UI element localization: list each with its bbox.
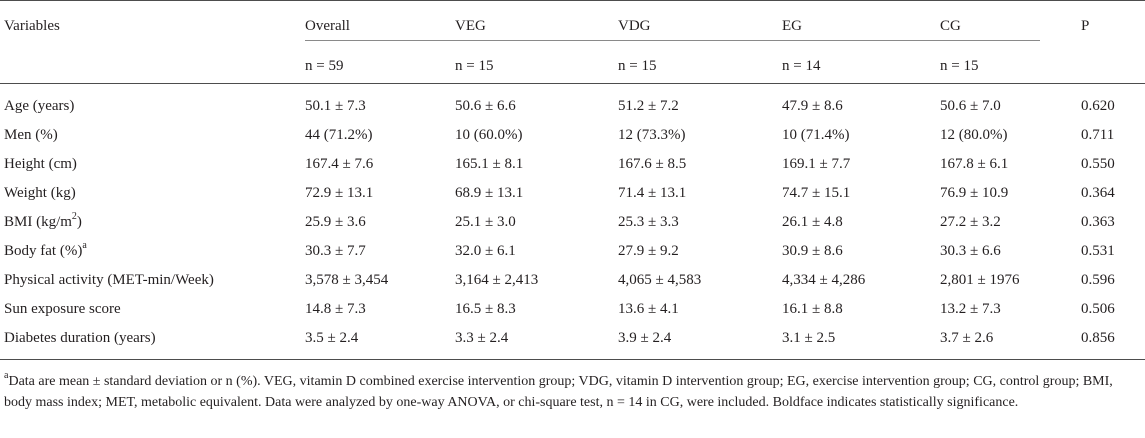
cell-value: 167.4 ± 7.6 (305, 156, 374, 172)
cell-value: 167.6 ± 8.5 (618, 156, 687, 172)
table-top-rule (0, 0, 1145, 1)
cell-value: 50.6 ± 6.6 (455, 98, 516, 114)
header-cg: CG (940, 18, 961, 34)
cell-value: 13.6 ± 4.1 (618, 301, 679, 317)
cell-value: 27.9 ± 9.2 (618, 243, 679, 259)
cell-p-value: 0.531 (1081, 243, 1115, 259)
cell-value: 25.1 ± 3.0 (455, 214, 516, 230)
row-label: Diabetes duration (years) (4, 330, 156, 346)
cell-value: 32.0 ± 6.1 (455, 243, 516, 259)
cell-p-value: 0.363 (1081, 214, 1115, 230)
header-p: P (1081, 18, 1090, 34)
n-overall: n = 59 (305, 58, 344, 74)
cell-p-value: 0.856 (1081, 330, 1115, 346)
header-vdg: VDG (618, 18, 651, 34)
cell-value: 3.1 ± 2.5 (782, 330, 836, 346)
row-label-text: BMI (kg/m (4, 214, 72, 230)
row-label: BMI (kg/m2) (4, 211, 82, 231)
header-variables: Variables (4, 18, 60, 34)
cell-value: 30.9 ± 8.6 (782, 243, 843, 259)
cell-value: 3,164 ± 2,413 (455, 272, 539, 288)
cell-value: 14.8 ± 7.3 (305, 301, 366, 317)
cell-p-value: 0.711 (1081, 127, 1115, 143)
n-cg: n = 15 (940, 58, 979, 74)
row-label: Body fat (%)a (4, 240, 87, 260)
cell-p-value: 0.620 (1081, 98, 1115, 114)
header-bottom-rule (0, 83, 1145, 84)
cell-value: 165.1 ± 8.1 (455, 156, 524, 172)
cell-value: 25.3 ± 3.3 (618, 214, 679, 230)
cell-value: 72.9 ± 13.1 (305, 185, 374, 201)
cell-value: 44 (71.2%) (305, 127, 373, 143)
group-header-rule (305, 40, 1040, 41)
cell-value: 2,801 ± 1976 (940, 272, 1020, 288)
row-label-text: Body fat (%) (4, 243, 83, 259)
cell-value: 4,065 ± 4,583 (618, 272, 702, 288)
cell-value: 12 (80.0%) (940, 127, 1008, 143)
cell-value: 3.7 ± 2.6 (940, 330, 994, 346)
cell-value: 68.9 ± 13.1 (455, 185, 524, 201)
cell-value: 167.8 ± 6.1 (940, 156, 1009, 172)
row-label: Physical activity (MET-min/Week) (4, 272, 214, 288)
cell-value: 30.3 ± 6.6 (940, 243, 1001, 259)
header-overall: Overall (305, 18, 350, 34)
n-vdg: n = 15 (618, 58, 657, 74)
cell-value: 51.2 ± 7.2 (618, 98, 679, 114)
row-label: Height (cm) (4, 156, 77, 172)
cell-p-value: 0.596 (1081, 272, 1115, 288)
n-veg: n = 15 (455, 58, 494, 74)
table-bottom-rule (0, 359, 1145, 360)
cell-value: 10 (60.0%) (455, 127, 523, 143)
row-label: Age (years) (4, 98, 75, 114)
cell-value: 26.1 ± 4.8 (782, 214, 843, 230)
cell-value: 47.9 ± 8.6 (782, 98, 843, 114)
n-eg: n = 14 (782, 58, 821, 74)
cell-p-value: 0.506 (1081, 301, 1115, 317)
cell-value: 12 (73.3%) (618, 127, 686, 143)
cell-value: 16.1 ± 8.8 (782, 301, 843, 317)
row-label: Weight (kg) (4, 185, 76, 201)
row-label-superscript: 2 (71, 211, 77, 222)
cell-p-value: 0.550 (1081, 156, 1115, 172)
cell-value: 3.9 ± 2.4 (618, 330, 672, 346)
footnote-marker: a (4, 370, 9, 382)
row-label-tail: ) (76, 214, 82, 230)
cell-value: 10 (71.4%) (782, 127, 850, 143)
cell-value: 50.6 ± 7.0 (940, 98, 1001, 114)
cell-value: 71.4 ± 13.1 (618, 185, 687, 201)
cell-value: 25.9 ± 3.6 (305, 214, 366, 230)
table-footnote: aData are mean ± standard deviation or n… (4, 371, 1139, 413)
header-veg: VEG (455, 18, 486, 34)
cell-value: 4,334 ± 4,286 (782, 272, 866, 288)
row-label: Sun exposure score (4, 301, 121, 317)
cell-value: 13.2 ± 7.3 (940, 301, 1001, 317)
cell-value: 50.1 ± 7.3 (305, 98, 366, 114)
cell-value: 76.9 ± 10.9 (940, 185, 1009, 201)
footnote-marker: a (82, 240, 87, 251)
cell-value: 16.5 ± 8.3 (455, 301, 516, 317)
cell-value: 3,578 ± 3,454 (305, 272, 389, 288)
cell-p-value: 0.364 (1081, 185, 1115, 201)
cell-value: 74.7 ± 15.1 (782, 185, 851, 201)
cell-value: 27.2 ± 3.2 (940, 214, 1001, 230)
cell-value: 30.3 ± 7.7 (305, 243, 366, 259)
cell-value: 3.3 ± 2.4 (455, 330, 509, 346)
footnote-text: Data are mean ± standard deviation or n … (4, 374, 1113, 410)
cell-value: 3.5 ± 2.4 (305, 330, 359, 346)
cell-value: 169.1 ± 7.7 (782, 156, 851, 172)
row-label: Men (%) (4, 127, 58, 143)
header-eg: EG (782, 18, 802, 34)
